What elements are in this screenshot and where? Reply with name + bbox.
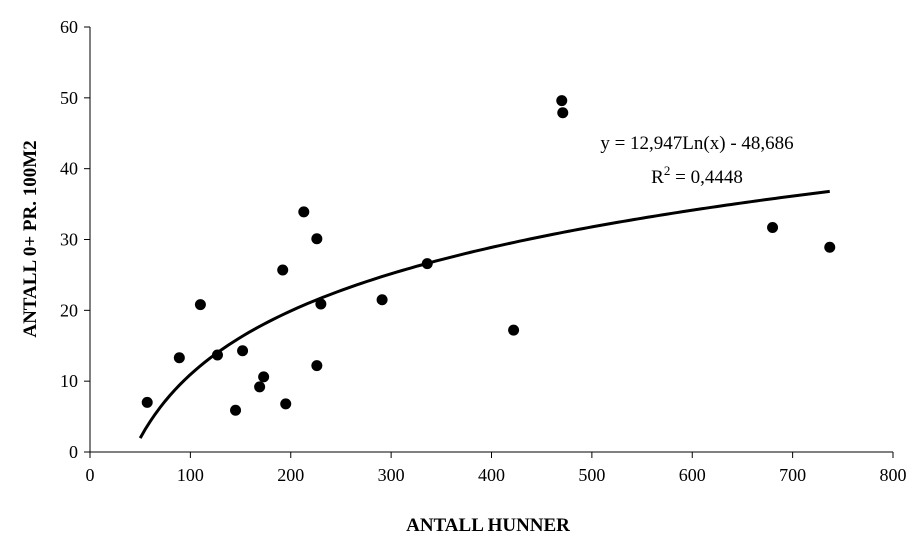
trendline xyxy=(138,189,830,439)
data-point xyxy=(508,324,520,336)
data-points xyxy=(141,95,836,416)
y-tick-label: 30 xyxy=(60,230,78,250)
data-point xyxy=(237,345,249,357)
y-tick-label: 60 xyxy=(60,17,78,37)
x-tick-label: 100 xyxy=(177,465,204,485)
data-point xyxy=(311,233,323,245)
trendline-group xyxy=(138,189,830,439)
data-point xyxy=(311,360,323,372)
data-point xyxy=(421,258,433,270)
data-point xyxy=(824,241,836,253)
data-point xyxy=(141,396,153,408)
data-point xyxy=(556,95,568,107)
x-tick-label: 400 xyxy=(478,465,505,485)
data-point xyxy=(254,381,266,393)
data-point xyxy=(298,206,310,218)
data-point xyxy=(173,352,185,364)
y-tick-label: 40 xyxy=(60,159,78,179)
data-point xyxy=(280,398,292,410)
y-tick-label: 20 xyxy=(60,300,78,320)
x-tick-label: 200 xyxy=(277,465,304,485)
trendline-equation: y = 12,947Ln(x) - 48,686 xyxy=(600,133,793,154)
data-point xyxy=(211,349,223,361)
data-point xyxy=(230,404,242,416)
x-tick-label: 600 xyxy=(679,465,706,485)
y-axis-title: ANTALL 0+ PR. 100M2 xyxy=(20,140,41,337)
x-axis-title: ANTALL HUNNER xyxy=(406,515,570,536)
y-tick-label: 10 xyxy=(60,371,78,391)
x-tick-label: 500 xyxy=(578,465,605,485)
r-squared-label: R2 = 0,4448 xyxy=(651,163,743,188)
x-tick-label: 700 xyxy=(779,465,806,485)
x-tick-label: 0 xyxy=(86,465,95,485)
y-tick-label: 0 xyxy=(69,442,78,462)
data-point xyxy=(376,294,388,306)
y-tick-label: 50 xyxy=(60,88,78,108)
axes: 0 100 200 300 400 500 600 700 800 0 10 20 30 40 50 60 xyxy=(60,17,907,485)
data-point xyxy=(194,299,206,311)
x-tick-label: 800 xyxy=(880,465,907,485)
x-tick-label: 300 xyxy=(378,465,405,485)
data-point xyxy=(315,298,327,310)
data-point xyxy=(557,107,569,119)
data-point xyxy=(258,371,270,383)
data-point xyxy=(767,221,779,233)
data-point xyxy=(277,264,289,276)
